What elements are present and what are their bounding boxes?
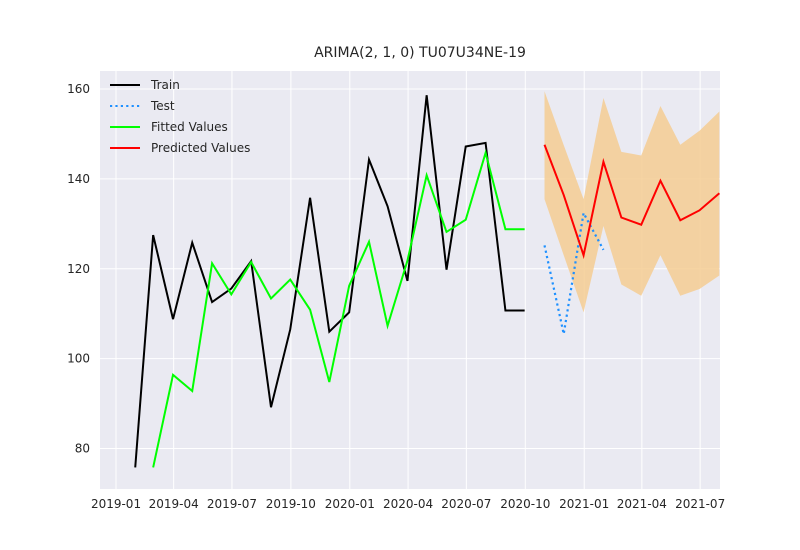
train-series-line xyxy=(134,95,525,468)
legend: Train Test Fitted Values Predicted Values xyxy=(110,78,250,155)
y-tick-label: 120 xyxy=(67,262,90,276)
y-tick-label: 160 xyxy=(67,82,90,96)
x-tick-label: 2020-07 xyxy=(441,497,491,511)
x-tick-label: 2021-07 xyxy=(675,497,725,511)
predicted-values-legend-label: Predicted Values xyxy=(151,141,250,155)
predicted-values-series-line xyxy=(543,144,721,260)
y-tick-label: 140 xyxy=(67,172,90,186)
x-tick-label: 2021-01 xyxy=(559,497,609,511)
x-tick-label: 2020-04 xyxy=(383,497,433,511)
test-series-line xyxy=(543,209,605,335)
x-tick-label: 2021-04 xyxy=(617,497,667,511)
series-layer xyxy=(134,95,721,468)
confidence-band-layer xyxy=(544,91,720,313)
x-tick-label: 2019-01 xyxy=(91,497,141,511)
y-tick-label: 100 xyxy=(67,352,90,366)
x-tick-label: 2020-01 xyxy=(325,497,375,511)
tick-labels: 80 100 120 140 160 2019-01 2019-04 2019-07 2019-… xyxy=(67,82,725,511)
prediction-interval-band xyxy=(544,91,720,313)
y-tick-label: 80 xyxy=(75,442,90,456)
fitted-values-series-line xyxy=(152,149,525,468)
test-legend-label: Test xyxy=(150,99,175,113)
x-tick-label: 2019-10 xyxy=(266,497,316,511)
train-legend-label: Train xyxy=(150,78,180,92)
fitted-values-legend-label: Fitted Values xyxy=(151,120,228,134)
x-tick-label: 2019-04 xyxy=(149,497,199,511)
x-tick-label: 2020-10 xyxy=(500,497,550,511)
x-tick-label: 2019-07 xyxy=(207,497,257,511)
chart-title: ARIMA(2, 1, 0) TU07U34NE-19 xyxy=(314,45,526,61)
